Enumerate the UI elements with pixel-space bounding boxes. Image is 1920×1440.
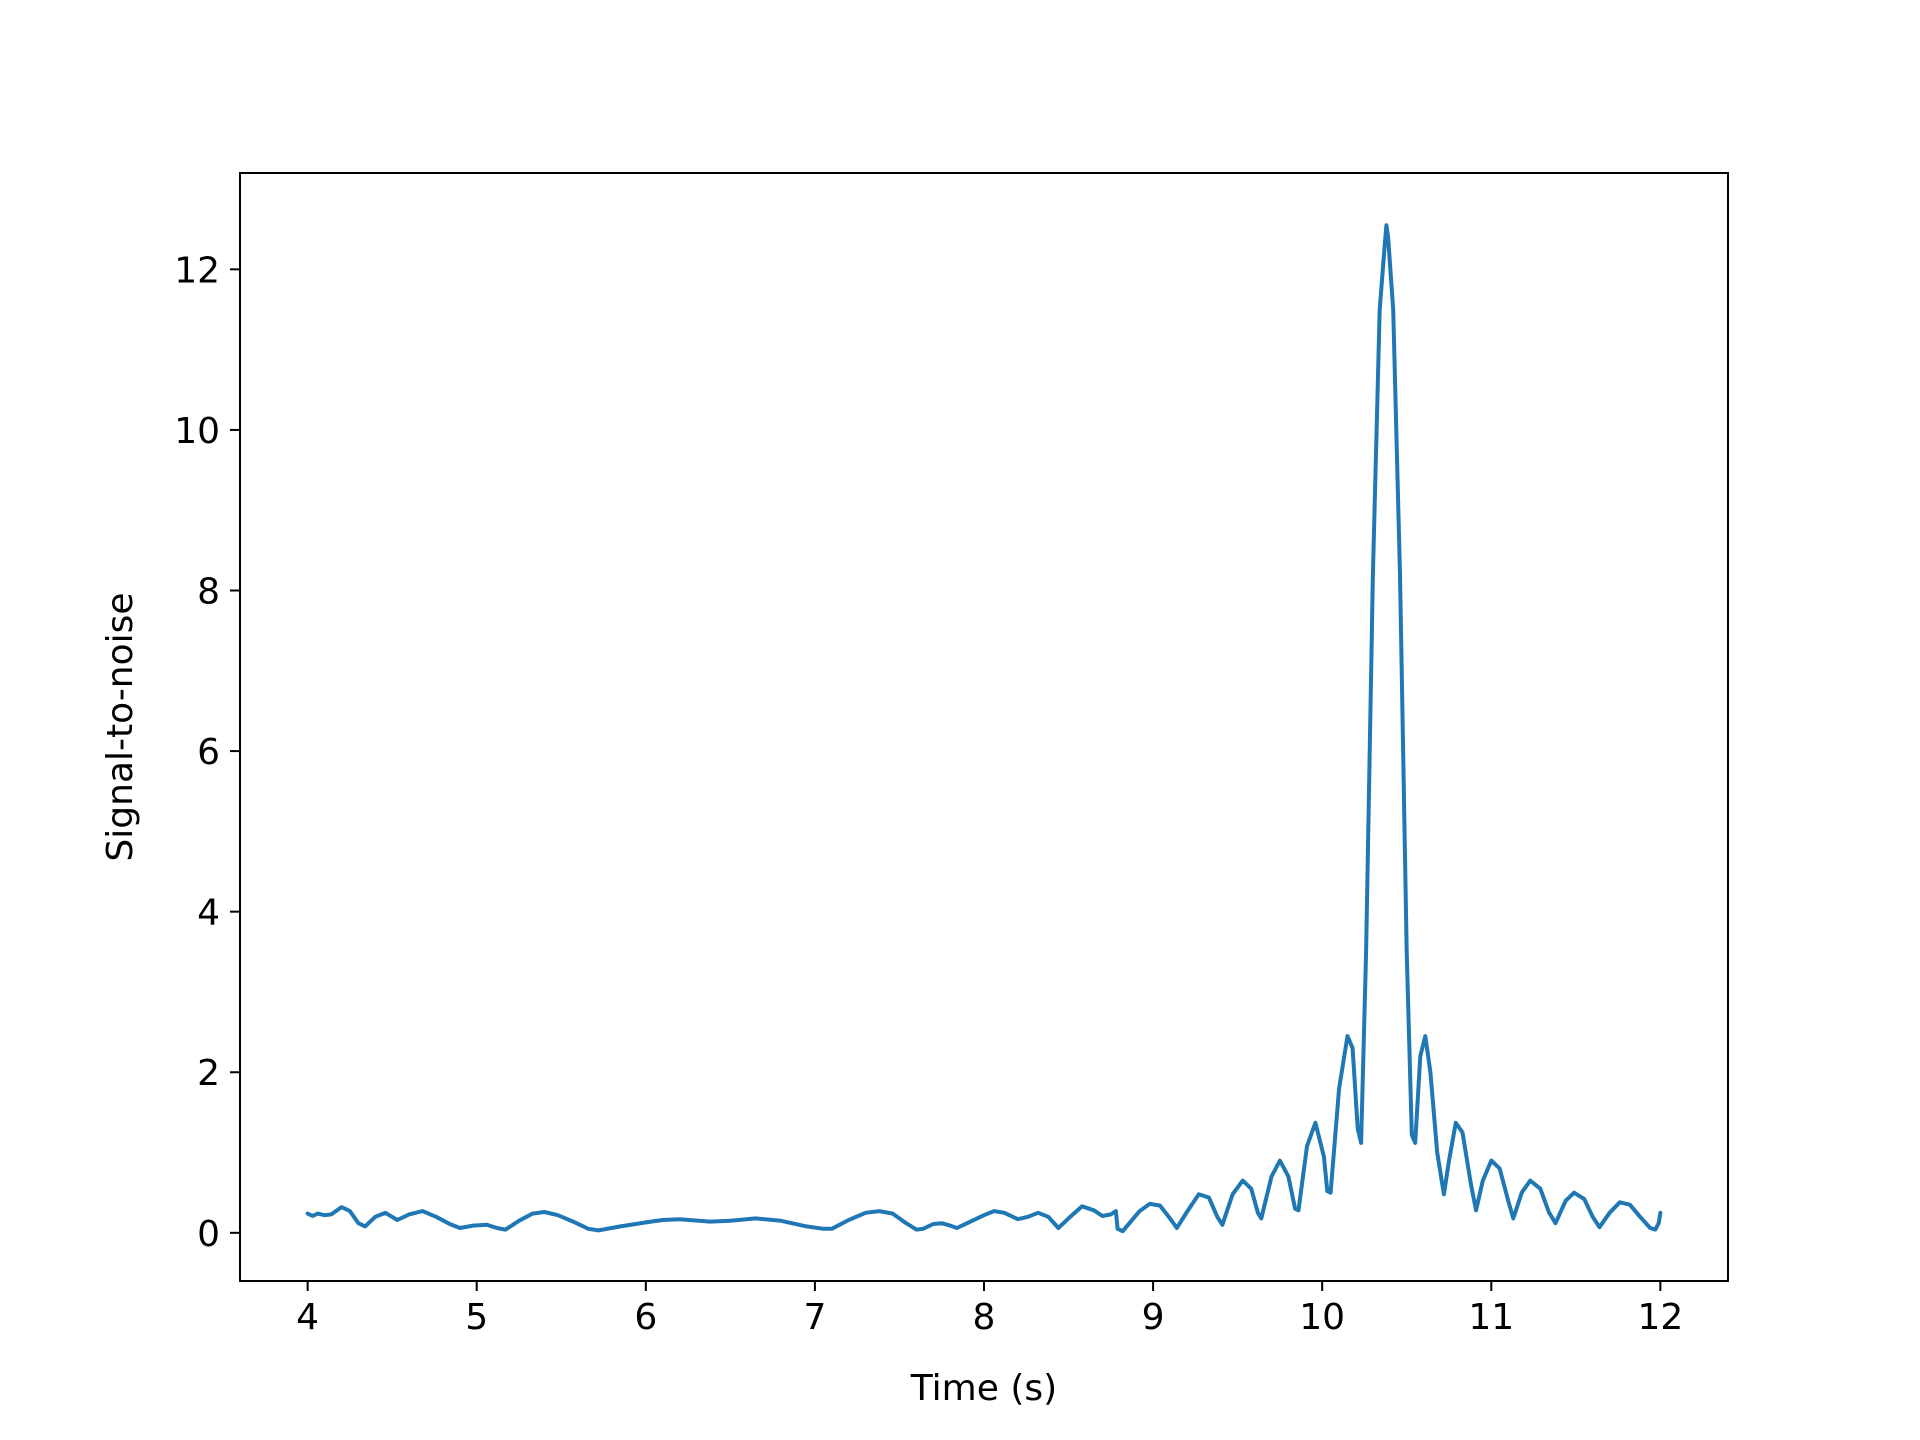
y-tick-label: 0 (197, 1214, 220, 1255)
y-tick-label: 8 (197, 572, 220, 613)
y-tick-label: 4 (197, 893, 220, 934)
x-tick-label: 6 (634, 1297, 657, 1338)
series-line-0 (305, 223, 1663, 1234)
x-tick-label: 10 (1299, 1297, 1345, 1338)
y-axis: 0 2 4 6 8 10 12 (174, 250, 240, 1255)
x-tick-label: 5 (465, 1297, 488, 1338)
x-tick-label: 4 (296, 1297, 319, 1338)
y-tick-label: 12 (174, 250, 220, 291)
x-tick-label: 8 (973, 1297, 996, 1338)
y-tick-label: 2 (197, 1053, 220, 1094)
x-axis: 4 5 6 7 8 9 10 11 12 (296, 1281, 1683, 1338)
plot-area-background (240, 173, 1728, 1281)
x-tick-label: 7 (803, 1297, 826, 1338)
x-axis-label: Time (s) (910, 1368, 1057, 1409)
x-tick-label: 11 (1468, 1297, 1514, 1338)
y-tick-label: 6 (197, 732, 220, 773)
y-tick-label: 10 (174, 411, 220, 452)
y-axis-label: Signal-to-noise (100, 592, 141, 861)
x-tick-label: 12 (1637, 1297, 1683, 1338)
x-tick-label: 9 (1142, 1297, 1165, 1338)
series-layer (305, 223, 1663, 1234)
